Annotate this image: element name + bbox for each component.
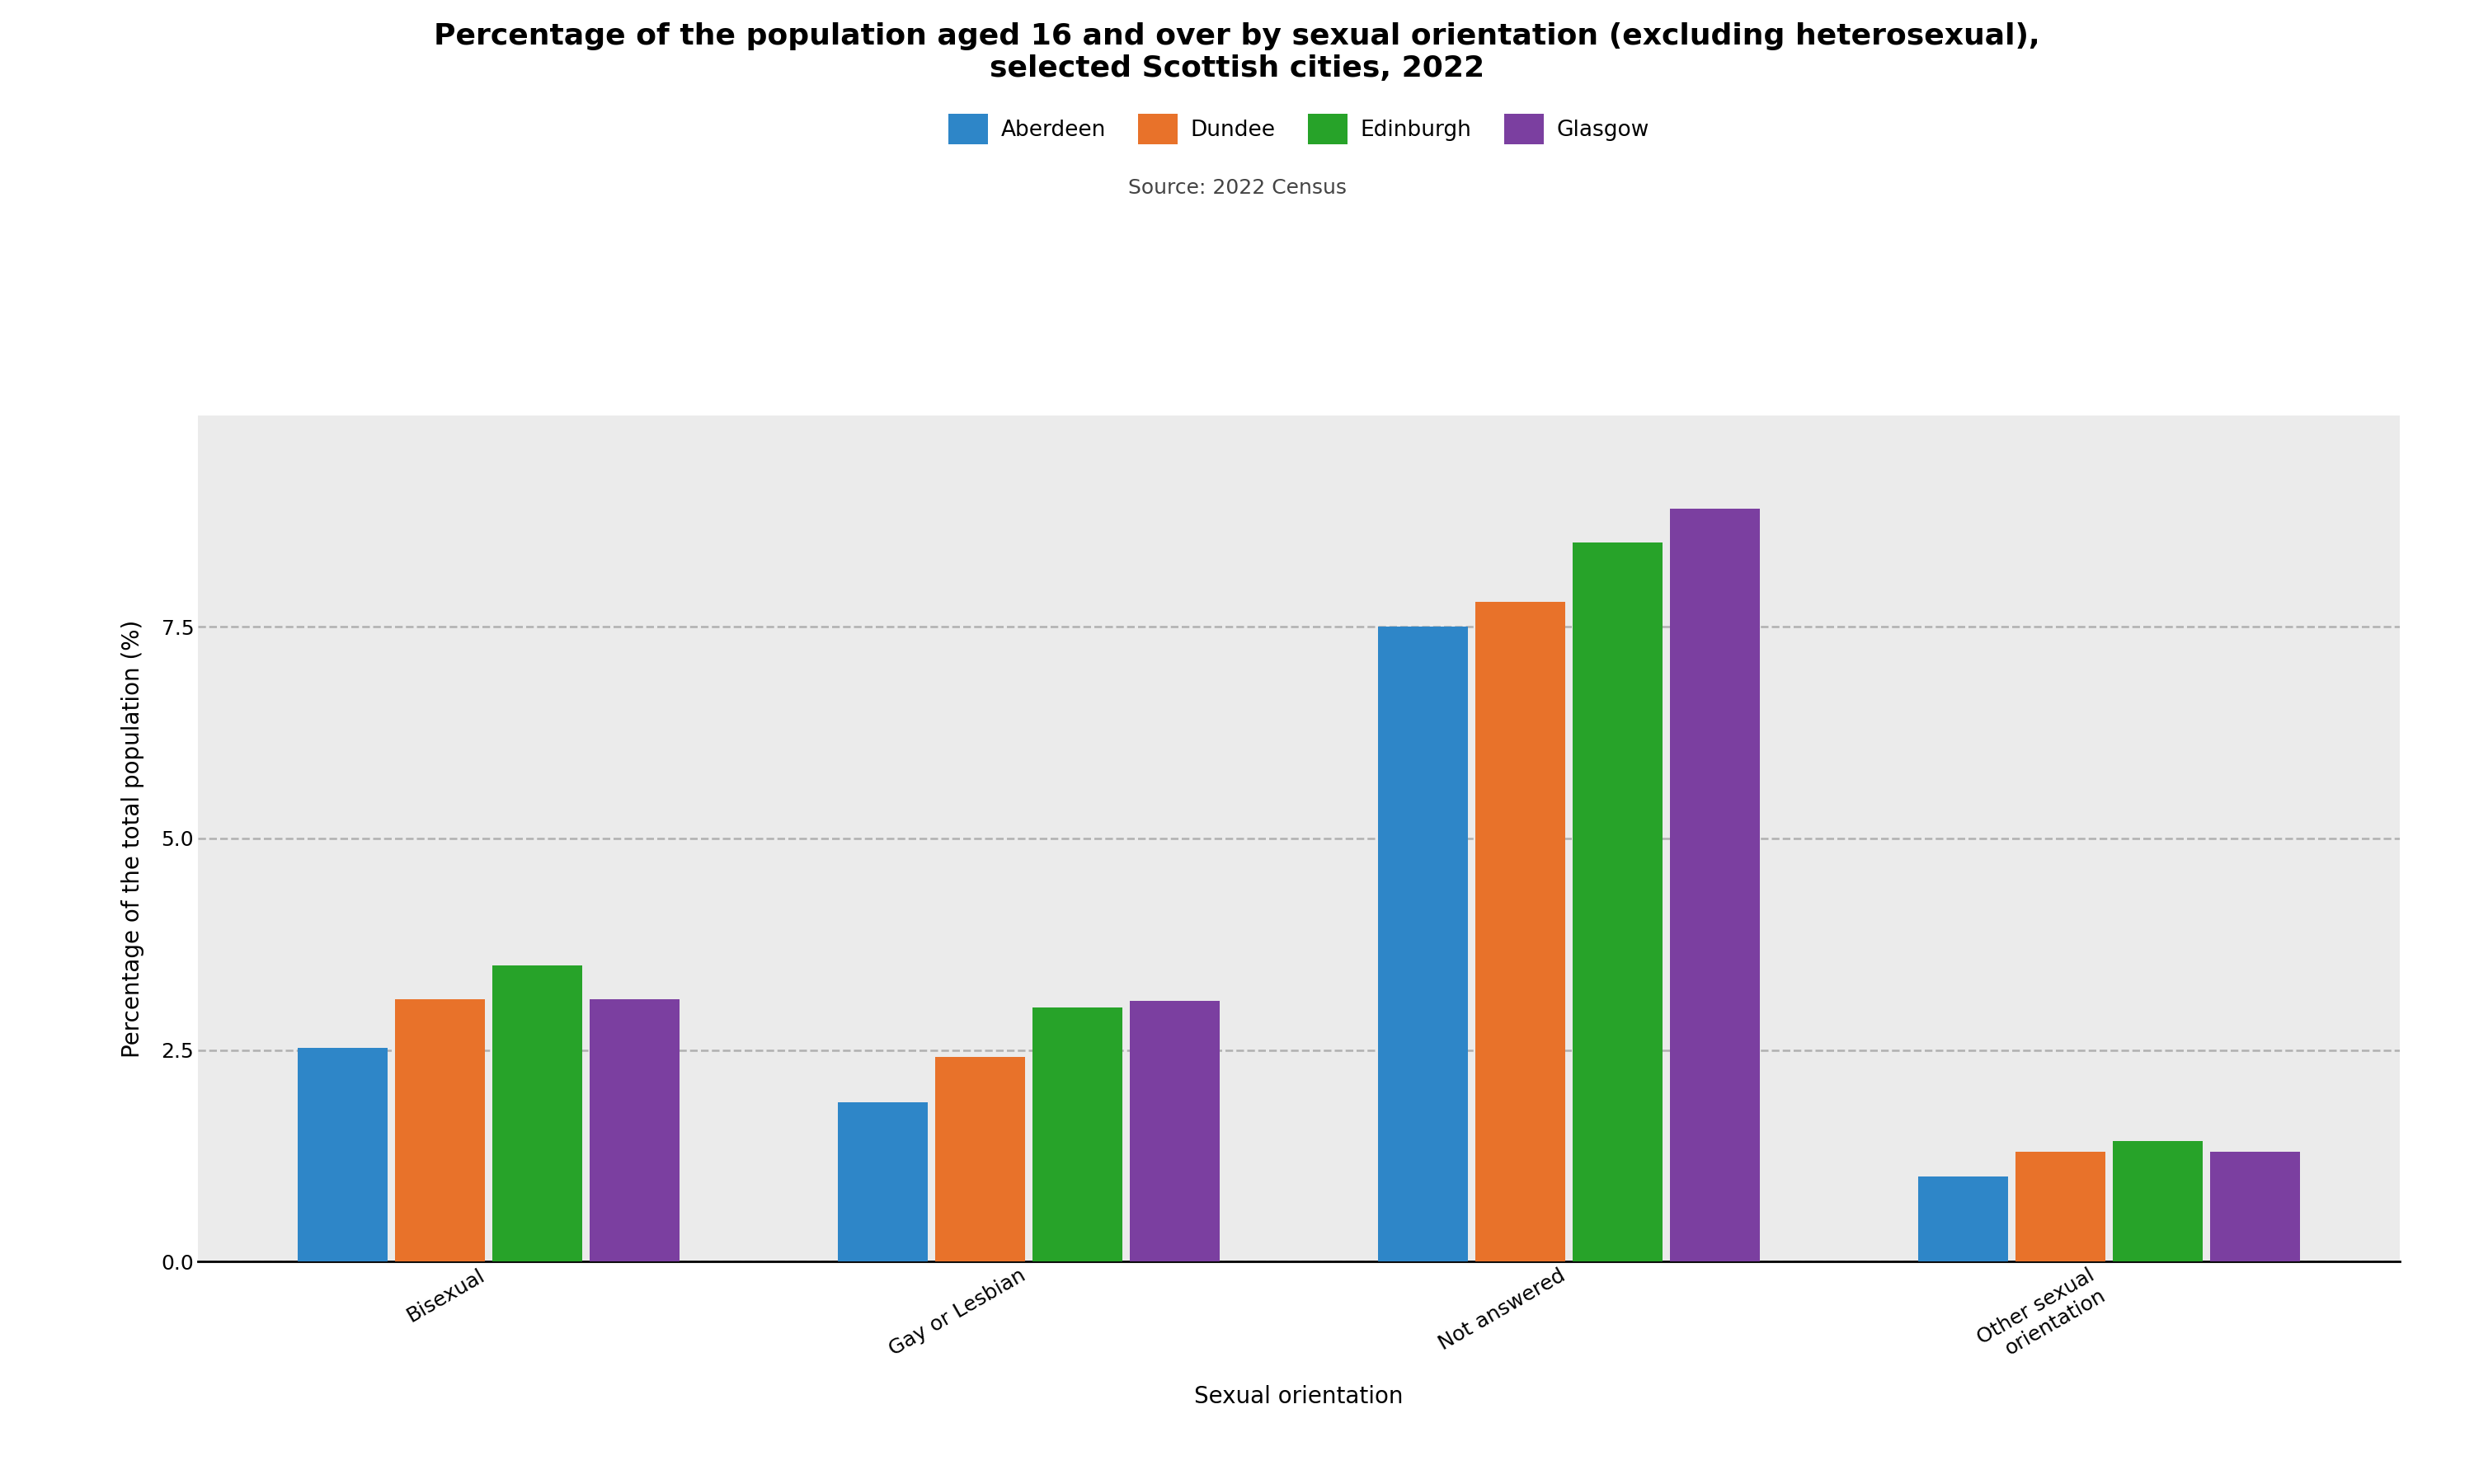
Text: Percentage of the population aged 16 and over by sexual orientation (excluding h: Percentage of the population aged 16 and… — [433, 22, 2041, 83]
Bar — [1573, 543, 1663, 1261]
Bar — [297, 1048, 388, 1261]
Bar — [1032, 1008, 1123, 1261]
Bar — [492, 965, 581, 1261]
X-axis label: Sexual orientation: Sexual orientation — [1195, 1386, 1403, 1408]
Bar — [2209, 1152, 2301, 1261]
Bar — [1670, 509, 1759, 1261]
Bar — [1378, 626, 1467, 1261]
Y-axis label: Percentage of the total population (%): Percentage of the total population (%) — [121, 619, 143, 1058]
Bar — [2113, 1141, 2202, 1261]
Text: Source: 2022 Census: Source: 2022 Census — [1128, 178, 1346, 197]
Bar — [2016, 1152, 2105, 1261]
Bar — [839, 1103, 928, 1261]
Bar — [1917, 1177, 2009, 1261]
Bar — [589, 999, 680, 1261]
Bar — [935, 1057, 1024, 1261]
Bar — [396, 999, 485, 1261]
Legend: Aberdeen, Dundee, Edinburgh, Glasgow: Aberdeen, Dundee, Edinburgh, Glasgow — [940, 105, 1658, 153]
Bar — [1131, 1000, 1220, 1261]
Bar — [1475, 601, 1566, 1261]
